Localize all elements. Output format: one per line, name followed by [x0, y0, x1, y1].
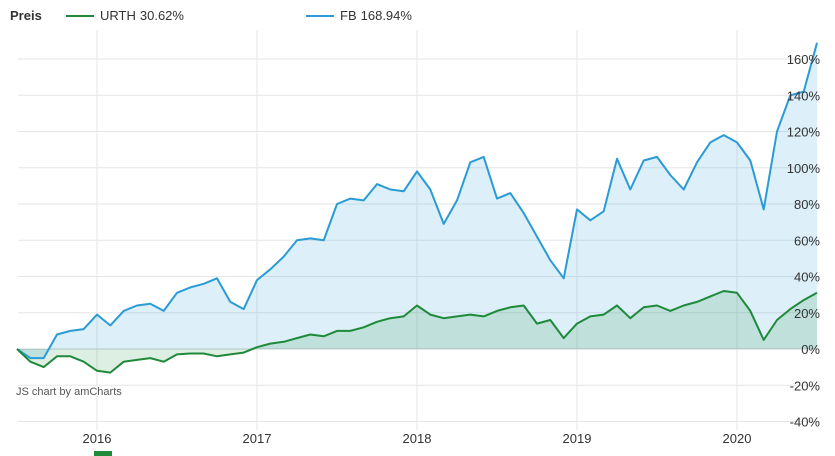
y-tick-label: 120%	[787, 125, 821, 140]
y-tick-label: 40%	[794, 270, 820, 285]
y-tick-label: 60%	[794, 233, 820, 248]
y-tick-label: 80%	[794, 197, 820, 212]
y-tick-label: 20%	[794, 306, 820, 321]
line-urth[interactable]	[16, 290, 818, 374]
y-tick-label: -40%	[790, 415, 821, 430]
area-urth	[17, 291, 817, 373]
y-tick-label: 160%	[787, 52, 821, 67]
legend-swatch-fb	[306, 14, 334, 17]
x-tick-label: 2016	[83, 431, 112, 446]
y-tick-label: -20%	[790, 378, 821, 393]
legend-swatch-urth	[66, 14, 94, 17]
series-lines	[16, 42, 818, 374]
legend-value-urth: 30.62%	[139, 8, 184, 23]
scrollbar-thumb[interactable]	[94, 451, 112, 456]
legend-value-fb: 168.94%	[360, 8, 412, 23]
y-tick-label: 100%	[787, 161, 821, 176]
x-tick-label: 2020	[723, 431, 752, 446]
x-tick-label: 2017	[243, 431, 272, 446]
x-axis: 2016 2017 2018 2019 2020	[83, 431, 752, 446]
legend-title: Preis	[10, 8, 42, 23]
y-tick-label: 140%	[787, 88, 821, 103]
legend-label-urth: URTH	[100, 8, 136, 23]
x-tick-label: 2018	[403, 431, 432, 446]
y-axis: -40% -20% 0% 20% 40% 60% 80% 100% 120% 140% 160%	[787, 52, 821, 430]
legend-item-urth[interactable]: URTH 30.62%	[66, 8, 184, 23]
y-tick-label: 0%	[801, 342, 820, 357]
x-tick-label: 2019	[563, 431, 592, 446]
legend-item-fb[interactable]: FB 168.94%	[306, 8, 412, 23]
line-fb[interactable]	[16, 42, 818, 360]
amcharts-credit[interactable]: JS chart by amCharts	[16, 386, 122, 398]
legend-label-fb: FB	[340, 8, 357, 23]
grid	[18, 30, 818, 430]
